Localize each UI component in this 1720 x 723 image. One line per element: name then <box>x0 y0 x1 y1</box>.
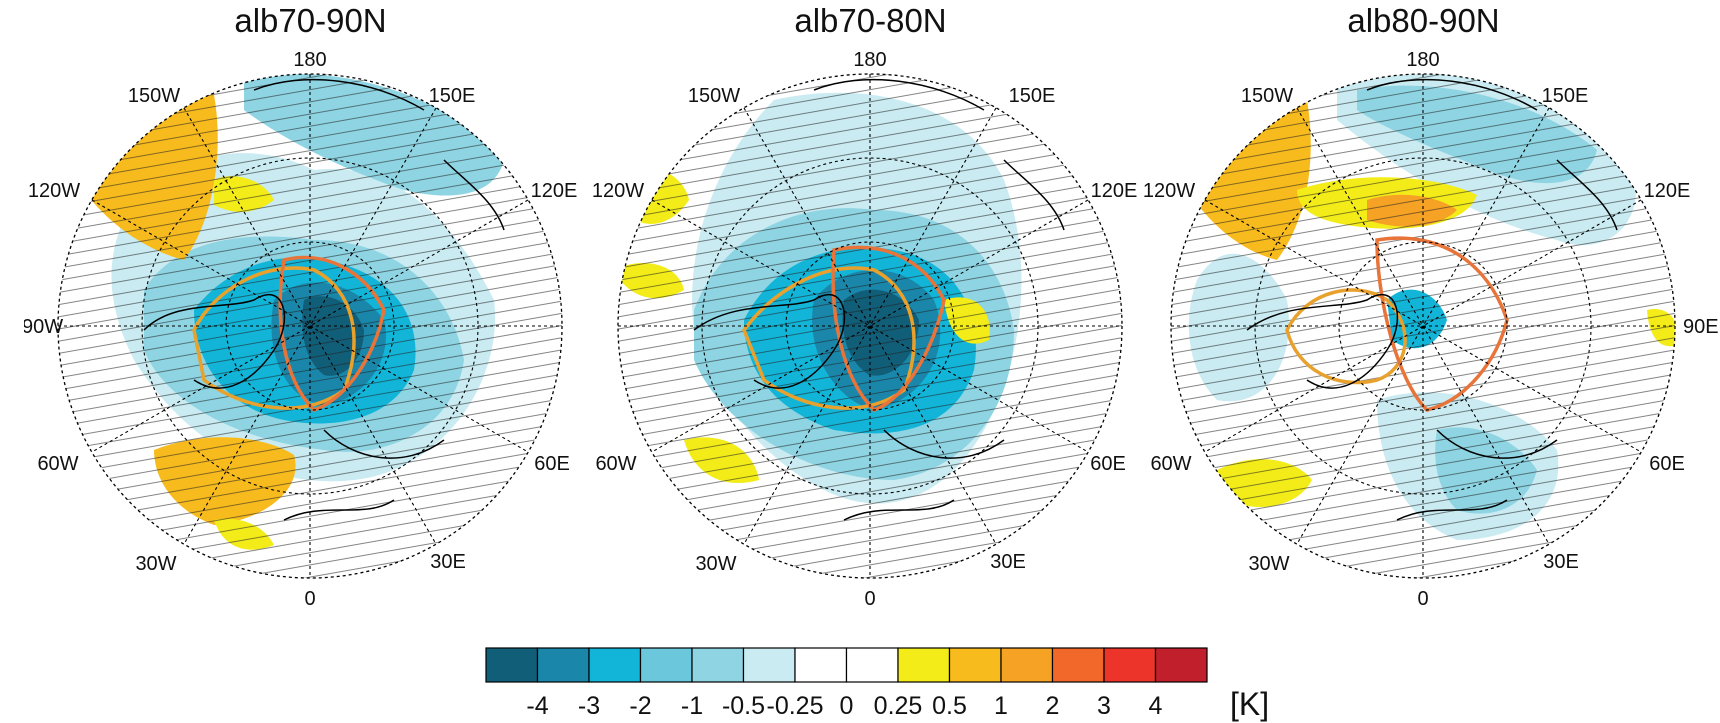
lon-label-120W: 120W <box>28 180 80 202</box>
colorbar-swatch <box>691 647 745 683</box>
ice-edge-contour <box>1375 236 1509 412</box>
lon-label-120E: 120E <box>1644 180 1691 202</box>
lon-label-30E: 30E <box>430 551 466 573</box>
ice-edge-contour <box>831 245 946 413</box>
lon-label-150E: 150E <box>1009 85 1056 107</box>
colorbar-tick-label: 0.5 <box>932 692 967 720</box>
lon-label-60W: 60W <box>595 453 636 475</box>
lon-label-60E: 60E <box>534 453 570 475</box>
colorbar-tick-label: -4 <box>526 692 549 720</box>
panel-alb70-80N: alb70-80N <box>584 0 1157 610</box>
lon-label-60E: 60E <box>1649 453 1685 475</box>
lon-label-90W: 90W <box>24 316 63 338</box>
colorbar-swatch <box>845 647 899 683</box>
coastline <box>693 78 1065 521</box>
ice-edge-contour <box>742 266 916 410</box>
lon-label-60W: 60W <box>37 453 78 475</box>
lon-label-120W: 120W <box>1143 180 1195 202</box>
colorbar-swatch <box>588 647 642 683</box>
lon-label-30W: 30W <box>695 553 736 575</box>
colorbar-swatch <box>1154 647 1208 683</box>
lon-label-30E: 30E <box>990 551 1026 573</box>
lon-label-30W: 30W <box>135 553 176 575</box>
ice-edge-contour <box>278 255 386 413</box>
colorbar-swatch <box>1000 647 1054 683</box>
colorbar-tick-label: 0.25 <box>873 692 923 720</box>
lon-label-180: 180 <box>293 49 326 71</box>
ice-edge-contour <box>192 266 356 410</box>
colorbar-tick-label: -0.25 <box>766 692 824 720</box>
colorbar <box>485 647 1211 688</box>
colorbar-tick-label: -0.5 <box>721 692 766 720</box>
lon-label-90E: 90E <box>1683 316 1719 338</box>
panel-title: alb70-80N <box>794 2 947 39</box>
lon-label-180: 180 <box>853 49 886 71</box>
coastline <box>1246 78 1618 521</box>
colorbar-swatch <box>639 647 693 683</box>
polar-map-p2: 180 150E 120E 60E 30E 0 30W 60W 120W 150… <box>592 49 1138 610</box>
colorbar-unit: [K] <box>1230 686 1270 722</box>
colorbar-tick-label: -3 <box>577 692 601 720</box>
panel-alb80-90N: alb80-90N <box>1137 0 1719 610</box>
panel-title: alb80-90N <box>1347 2 1500 39</box>
lon-label-0: 0 <box>1417 588 1428 610</box>
lon-label-150E: 150E <box>1542 85 1589 107</box>
polar-map-p1: 180 150E 120E 60E 30E 0 30W 60W 90W 120W… <box>24 49 578 610</box>
lon-label-120W: 120W <box>592 180 644 202</box>
colorbar-tick-label: 0 <box>839 692 854 720</box>
lon-label-30W: 30W <box>1248 553 1289 575</box>
colorbar-swatch <box>948 647 1002 683</box>
lon-label-0: 0 <box>864 588 875 610</box>
lon-label-150E: 150E <box>429 85 476 107</box>
coastline <box>143 78 505 521</box>
colorbar-swatch <box>536 647 590 683</box>
colorbar-swatch <box>485 647 539 683</box>
ice-edge-contour <box>1285 288 1407 385</box>
lon-label-30E: 30E <box>1543 551 1579 573</box>
colorbar-tick-label: 2 <box>1045 692 1060 720</box>
colorbar-swatch <box>897 647 951 683</box>
lon-label-60E: 60E <box>1090 453 1126 475</box>
colorbar-swatches <box>485 647 1208 683</box>
colorbar-tick-label: -1 <box>680 692 704 720</box>
lon-label-150W: 150W <box>1241 85 1293 107</box>
lon-label-120E: 120E <box>1091 180 1138 202</box>
polar-map-p3: 180 150E 120E 90E 60E 30E 0 30W 60W 120W… <box>1143 49 1719 610</box>
lon-label-180: 180 <box>1406 49 1439 71</box>
colorbar-swatch <box>794 647 848 683</box>
colorbar-tick-label: 3 <box>1097 692 1111 720</box>
lon-label-0: 0 <box>304 588 315 610</box>
lon-label-150W: 150W <box>128 85 180 107</box>
panel-alb70-90N: alb70-90N <box>24 0 597 610</box>
panel-title: alb70-90N <box>234 2 387 39</box>
colorbar-tick-label: 4 <box>1148 692 1163 720</box>
lon-label-150W: 150W <box>688 85 740 107</box>
lon-label-60W: 60W <box>1150 453 1191 475</box>
colorbar-tick-label: 1 <box>994 692 1008 720</box>
colorbar-swatch <box>1103 647 1157 683</box>
colorbar-tick-label: -2 <box>629 692 652 720</box>
colorbar-swatch <box>1051 647 1105 683</box>
lon-label-120E: 120E <box>531 180 578 202</box>
colorbar-swatch <box>742 647 796 683</box>
